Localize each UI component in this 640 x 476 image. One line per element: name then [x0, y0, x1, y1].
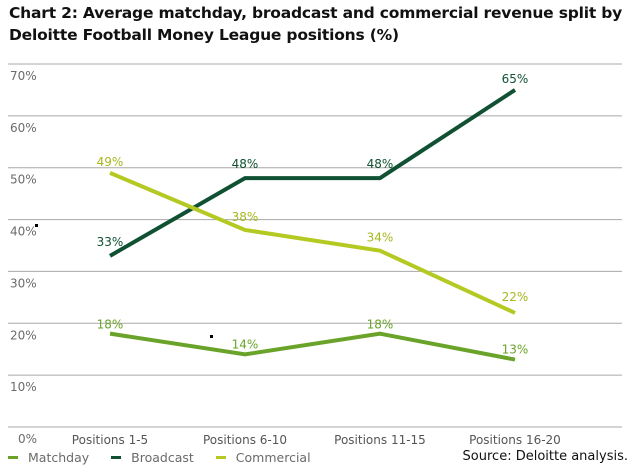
data-label-broadcast: 65% [502, 72, 529, 86]
legend-label-broadcast: Broadcast [131, 450, 194, 465]
chart-title-line-2: Deloitte Football Money League positions… [9, 26, 399, 44]
y-axis-ticks: 0% 10% 20% 30% 40% 50% 60% 70% [10, 69, 37, 446]
chart-legend: Matchday Broadcast Commercial [8, 450, 311, 465]
y-tick-label: 70% [10, 69, 37, 83]
x-tick-label: Positions 11-15 [334, 433, 426, 447]
y-tick-label: 30% [10, 276, 37, 290]
y-tick-label: 50% [10, 173, 37, 187]
data-label-commercial: 34% [367, 231, 394, 245]
x-axis-ticks: Positions 1-5 Positions 6-10 Positions 11-… [72, 433, 561, 447]
gridlines [8, 63, 622, 428]
legend-item-commercial: Commercial [215, 450, 311, 465]
legend-item-matchday: Matchday [8, 450, 89, 465]
legend-swatch-commercial [215, 456, 226, 459]
y-tick-label: 40% [10, 225, 37, 239]
y-tick-label: 20% [10, 328, 37, 342]
series-lines [109, 88, 517, 362]
chart-title-line-1: Chart 2: Average matchday, broadcast and… [9, 4, 623, 22]
data-label-broadcast: 48% [367, 157, 394, 171]
x-tick-label: Positions 1-5 [72, 433, 148, 447]
y-tick-label: 10% [10, 380, 37, 394]
series-line-matchday [109, 331, 516, 362]
data-label-commercial: 38% [232, 210, 259, 224]
series-line-commercial [109, 171, 516, 315]
data-label-broadcast: 33% [97, 235, 124, 249]
source-note: Source: Deloitte analysis. [462, 449, 628, 464]
data-label-matchday: 18% [97, 318, 124, 332]
data-label-matchday: 18% [367, 318, 394, 332]
data-label-broadcast: 48% [232, 157, 259, 171]
legend-swatch-matchday [8, 456, 18, 459]
data-label-matchday: 13% [502, 343, 529, 357]
legend-label-matchday: Matchday [28, 450, 90, 465]
stray-dot-mark [210, 335, 213, 338]
y-tick-label: 0% [18, 432, 37, 446]
data-label-commercial: 22% [502, 290, 529, 304]
x-tick-label: Positions 6-10 [203, 433, 287, 447]
chart-title: Chart 2: Average matchday, broadcast and… [9, 2, 629, 46]
x-tick-label: Positions 16-20 [469, 433, 561, 447]
data-label-commercial: 49% [97, 155, 124, 169]
data-labels: 18% 14% 18% 13% 33% 48% 48% 65% 49% 38% 34% 22% [97, 72, 529, 357]
legend-item-broadcast: Broadcast [111, 450, 194, 465]
legend-swatch-broadcast [111, 456, 122, 459]
y-tick-label: 60% [10, 121, 37, 135]
series-line-broadcast [109, 88, 517, 258]
legend-label-commercial: Commercial [235, 450, 311, 465]
stray-dot-mark [35, 224, 38, 227]
data-label-matchday: 14% [232, 337, 259, 351]
